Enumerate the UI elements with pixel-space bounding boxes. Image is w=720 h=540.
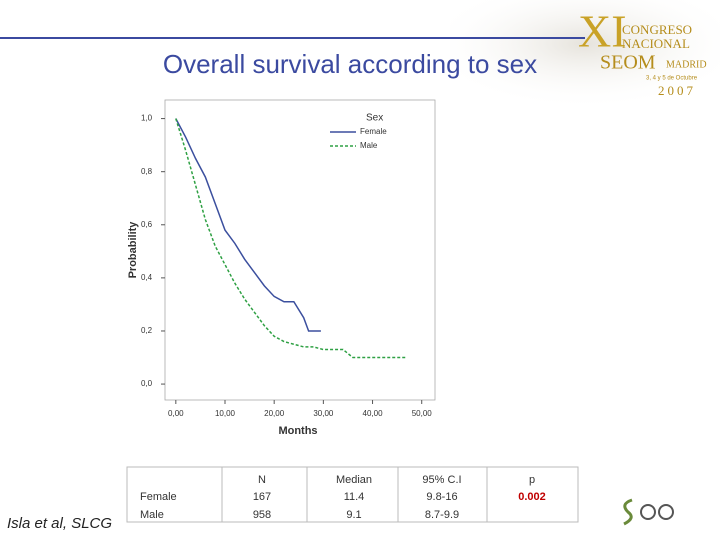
table-cell: 9.8-16 [426, 491, 457, 503]
logo-line1: CONGRESO [622, 22, 692, 37]
logo-society: SEOM [600, 52, 656, 74]
table-cell: 9.1 [346, 509, 361, 521]
table-cell: 8.7-9.9 [425, 509, 459, 521]
y-tick-label: 1,0 [141, 114, 153, 123]
logo-glyph [658, 504, 674, 520]
logo-background [450, 0, 720, 110]
logo-roman: XI [578, 6, 627, 57]
x-tick-label: 10,00 [215, 409, 236, 418]
table-cell: 11.4 [344, 491, 365, 503]
logo-dates: 3, 4 y 5 de Octubre [646, 76, 698, 82]
y-tick-label: 0,8 [141, 167, 153, 176]
slide-title: Overall survival according to sex [163, 49, 537, 79]
logo-glyph [623, 498, 633, 526]
survival-line [175, 118, 321, 332]
x-tick-label: 40,00 [363, 409, 384, 418]
p-value: 0.002 [518, 491, 546, 503]
row-label: Male [140, 509, 164, 521]
logo-line2: NACIONAL [622, 36, 690, 51]
legend-label: Male [360, 141, 378, 150]
y-tick-label: 0,0 [141, 379, 153, 388]
x-tick-label: 30,00 [313, 409, 334, 418]
logo-year: 2007 [658, 83, 696, 98]
table-cell: 167 [253, 491, 271, 503]
footer-citation: Isla et al, SLCG [7, 515, 112, 532]
table-cell: 958 [253, 509, 271, 521]
x-tick-label: 50,00 [412, 409, 433, 418]
y-tick-label: 0,4 [141, 273, 153, 282]
y-tick-label: 0,6 [141, 220, 153, 229]
table-header: p [529, 474, 535, 486]
logo-glyph [640, 504, 656, 520]
y-tick-label: 0,2 [141, 326, 153, 335]
x-tick-label: 20,00 [264, 409, 285, 418]
legend-title: Sex [366, 113, 383, 124]
x-axis-label: Months [278, 425, 317, 437]
y-axis-label: Probability [127, 221, 139, 279]
table-header: Median [336, 474, 372, 486]
table-frame [126, 466, 579, 523]
table-header: N [258, 474, 266, 486]
logo-city: MADRID [666, 59, 707, 70]
x-tick-label: 0,00 [168, 409, 184, 418]
survival-line [175, 118, 407, 359]
table-header: 95% C.I [422, 474, 461, 486]
row-label: Female [140, 491, 177, 503]
plot-frame [164, 99, 436, 401]
corner-logo [623, 498, 674, 526]
table: N Median 95% C.I p Female 167 11.4 9.8-16 Male 95… [126, 466, 579, 523]
legend-label: Female [360, 127, 387, 136]
